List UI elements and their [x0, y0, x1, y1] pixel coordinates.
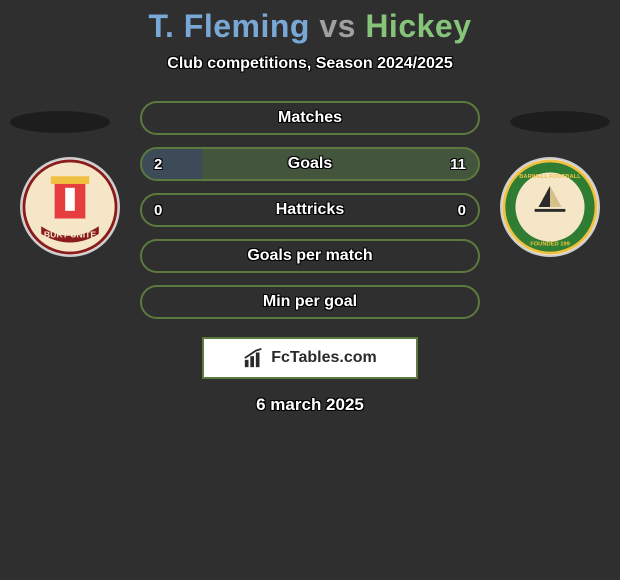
barwell-crest-icon: BARWELL FOOTBALL FOUNDED 199: [502, 159, 598, 255]
stat-value-left: 0: [154, 195, 162, 225]
svg-text:BURY UNITE: BURY UNITE: [44, 230, 96, 240]
shadow-ellipse-left: [10, 111, 110, 133]
stat-value-right: 11: [450, 149, 466, 179]
watermark-box: FcTables.com: [202, 337, 418, 379]
svg-text:BARWELL FOOTBALL: BARWELL FOOTBALL: [519, 174, 581, 180]
stats-column: Matches Goals2 11 Hattricks0 0 Goals per matc…: [140, 101, 480, 331]
stat-label: Matches: [142, 103, 478, 133]
stat-label: Goals per match: [142, 241, 478, 271]
stat-bar: Hattricks0 0: [140, 193, 480, 227]
title-player1: T. Fleming: [148, 8, 309, 44]
title-player2: Hickey: [365, 8, 471, 44]
shadow-ellipse-right: [510, 111, 610, 133]
banbury-crest-icon: BURY UNITE: [22, 159, 118, 255]
stat-label: Min per goal: [142, 287, 478, 317]
date-line: 6 march 2025: [0, 395, 620, 415]
stat-value-right: 0: [458, 195, 466, 225]
title-vs: vs: [319, 8, 356, 44]
bar-chart-icon: [243, 347, 265, 369]
club-crest-right: BARWELL FOOTBALL FOUNDED 199: [500, 157, 600, 257]
stat-label: Goals: [142, 149, 478, 179]
watermark-text: FcTables.com: [271, 349, 377, 367]
club-crest-left: BURY UNITE: [20, 157, 120, 257]
comparison-infographic: T. Fleming vs Hickey Club competitions, …: [0, 0, 620, 580]
stat-bar: Min per goal: [140, 285, 480, 319]
stat-value-left: 2: [154, 149, 162, 179]
stat-label: Hattricks: [142, 195, 478, 225]
stat-bar: Matches: [140, 101, 480, 135]
content-row: BURY UNITE BARWELL FOOTBALL FOUNDED 199 …: [0, 101, 620, 331]
subtitle: Club competitions, Season 2024/2025: [0, 55, 620, 73]
stat-bar: Goals2 11: [140, 147, 480, 181]
page-title: T. Fleming vs Hickey: [0, 8, 620, 45]
stat-bar: Goals per match: [140, 239, 480, 273]
svg-text:FOUNDED 199: FOUNDED 199: [530, 241, 570, 247]
